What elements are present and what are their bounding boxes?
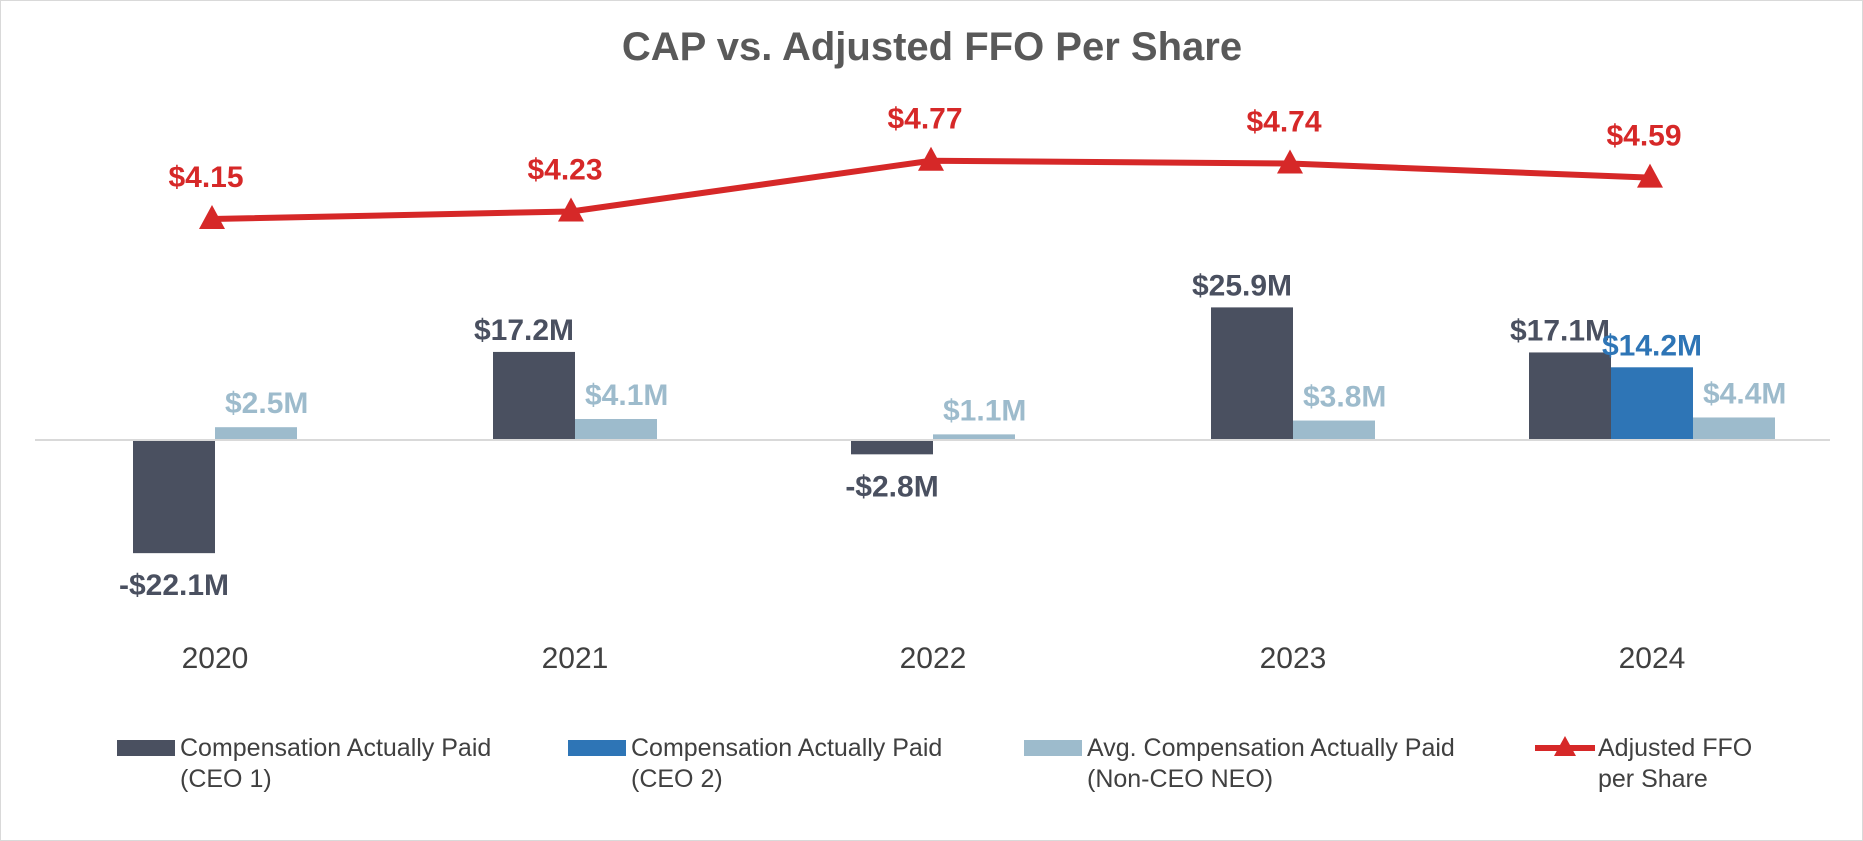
bar-ceo2-2024 <box>1611 367 1693 440</box>
bar-label-group: -$22.1M $2.5M $17.2M $4.1M -$2.8M $1.1M $25.9M… <box>119 269 1786 602</box>
x-tick-label-2022: 2022 <box>900 642 967 675</box>
bar-neo-2024 <box>1693 417 1775 440</box>
legend-item-ceo1: Compensation Actually Paid (CEO 1) <box>117 734 491 793</box>
legend-swatch-marker-ffo <box>1554 736 1576 756</box>
bar-group <box>133 307 1775 554</box>
bar-neo-2021 <box>575 419 657 440</box>
bar-label-ceo2-2024: $14.2M <box>1602 329 1702 362</box>
x-tick-label-2024: 2024 <box>1619 642 1686 675</box>
ffo-label-2023: $4.74 <box>1246 106 1321 139</box>
bar-ceo1-2024 <box>1529 352 1611 440</box>
bar-label-neo-2023: $3.8M <box>1303 381 1386 414</box>
category-axis: 2020 2021 2022 2023 2024 <box>182 642 1686 675</box>
ffo-label-2022: $4.77 <box>887 103 962 136</box>
bar-label-ceo1-2023: $25.9M <box>1192 269 1292 302</box>
bar-ceo1-2023 <box>1211 307 1293 440</box>
bar-label-ceo1-2021: $17.2M <box>474 314 574 347</box>
legend-label-neo-line2: (Non-CEO NEO) <box>1087 765 1273 793</box>
ffo-label-2020: $4.15 <box>168 161 243 194</box>
bar-label-ceo1-2024: $17.1M <box>1510 314 1610 347</box>
legend-item-ffo: Adjusted FFO per Share <box>1535 734 1752 793</box>
legend-label-ceo2-line1: Compensation Actually Paid <box>631 734 942 762</box>
legend-swatch-ceo1 <box>117 740 175 756</box>
legend-label-ffo-line1: Adjusted FFO <box>1598 734 1752 762</box>
ffo-marker-2023 <box>1277 149 1303 174</box>
legend: Compensation Actually Paid(CEO 1)Compens… <box>117 734 1752 793</box>
chart-title: CAP vs. Adjusted FFO Per Share <box>622 25 1242 69</box>
bar-label-neo-2024: $4.4M <box>1703 377 1786 410</box>
bar-ceo1-2021 <box>493 351 575 440</box>
legend-swatch-neo <box>1024 740 1082 756</box>
bar-label-neo-2021: $4.1M <box>585 379 668 412</box>
bar-label-ceo1-2020: -$22.1M <box>119 569 229 602</box>
ffo-label-2024: $4.59 <box>1606 120 1681 153</box>
legend-swatch-ceo2 <box>568 740 626 756</box>
x-tick-label-2020: 2020 <box>182 642 249 675</box>
legend-item-neo: Avg. Compensation Actually Paid (Non-CEO … <box>1024 734 1455 793</box>
ffo-marker-2024 <box>1637 163 1663 188</box>
legend-label-ceo1-line2: (CEO 1) <box>180 765 272 793</box>
x-tick-label-2023: 2023 <box>1260 642 1327 675</box>
legend-item-ceo2: Compensation Actually Paid (CEO 2) <box>568 734 942 793</box>
legend-label-ffo-line2: per Share <box>1598 765 1708 793</box>
bar-label-neo-2022: $1.1M <box>943 394 1026 427</box>
ffo-marker-2020 <box>199 205 225 229</box>
ffo-line-group: $4.15 $4.23 $4.77 $4.74 $4.59 <box>168 103 1682 229</box>
legend-label-ceo1-line1: Compensation Actually Paid <box>180 734 491 762</box>
ffo-marker-2022 <box>918 146 944 171</box>
bar-neo-2022 <box>933 434 1015 440</box>
ffo-marker-2021 <box>558 197 584 222</box>
legend-label-ceo2-line2: (CEO 2) <box>631 765 723 793</box>
x-tick-label-2021: 2021 <box>542 642 609 675</box>
bar-ceo1-2020 <box>133 440 215 554</box>
legend-label-neo-line1: Avg. Compensation Actually Paid <box>1087 734 1455 762</box>
bar-ceo1-2022 <box>851 440 933 455</box>
bar-neo-2023 <box>1293 420 1375 440</box>
bar-label-neo-2020: $2.5M <box>225 387 308 420</box>
bar-neo-2020 <box>215 427 297 440</box>
bar-label-ceo1-2022: -$2.8M <box>845 470 938 503</box>
ffo-label-2021: $4.23 <box>527 153 602 186</box>
